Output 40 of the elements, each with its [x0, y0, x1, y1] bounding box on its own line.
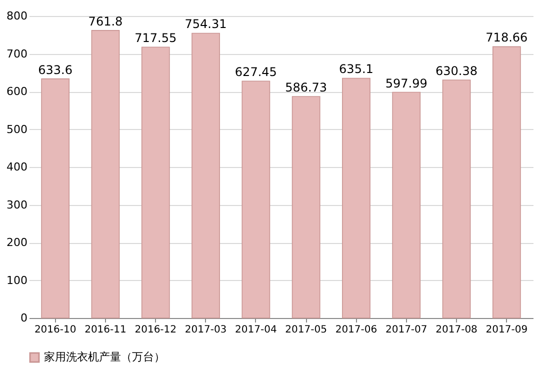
data-label: 586.73 — [285, 80, 328, 95]
y-tick-label: 300 — [6, 198, 28, 212]
y-tick-label: 700 — [6, 47, 28, 60]
x-tick-label: 2016-10 — [34, 324, 76, 336]
y-tick-label: 100 — [6, 274, 28, 287]
bar — [292, 96, 320, 318]
bar — [242, 80, 270, 318]
bar — [91, 30, 120, 318]
bar — [41, 78, 70, 318]
bar — [442, 80, 471, 318]
y-tick-label: 600 — [6, 85, 28, 98]
bar — [492, 46, 521, 318]
bar — [192, 32, 220, 318]
data-label: 761.8 — [88, 14, 123, 28]
y-tick-label: 500 — [6, 122, 28, 136]
x-tick-label: 2016-12 — [134, 324, 177, 336]
y-tick-label: 400 — [6, 160, 28, 174]
x-tick-label: 2017-08 — [436, 324, 478, 336]
data-label: 597.99 — [385, 76, 428, 90]
y-tick-label: 800 — [6, 10, 28, 22]
data-label: 633.6 — [38, 62, 73, 77]
x-tick-label: 2017-04 — [235, 324, 277, 336]
x-tick-label: 2017-06 — [335, 324, 378, 336]
bar — [392, 92, 421, 318]
bar — [342, 78, 370, 318]
data-label: 718.66 — [486, 30, 528, 45]
x-tick-label: 2016-11 — [84, 324, 126, 336]
legend-label: 家用洗衣机产量（万台） — [44, 350, 165, 364]
y-tick-label: 0 — [20, 312, 28, 324]
data-label: 630.38 — [436, 64, 478, 78]
x-tick-label: 2017-09 — [486, 324, 528, 336]
data-label: 635.1 — [339, 62, 374, 76]
x-tick-label: 2017-05 — [285, 324, 327, 336]
bar — [141, 46, 170, 318]
data-label: 754.31 — [184, 17, 227, 32]
x-tick-label: 2017-07 — [385, 324, 428, 336]
x-tick-label: 2017-03 — [184, 324, 227, 336]
data-label: 627.45 — [234, 65, 277, 80]
data-label: 717.55 — [134, 31, 177, 46]
y-tick-label: 200 — [6, 236, 28, 249]
